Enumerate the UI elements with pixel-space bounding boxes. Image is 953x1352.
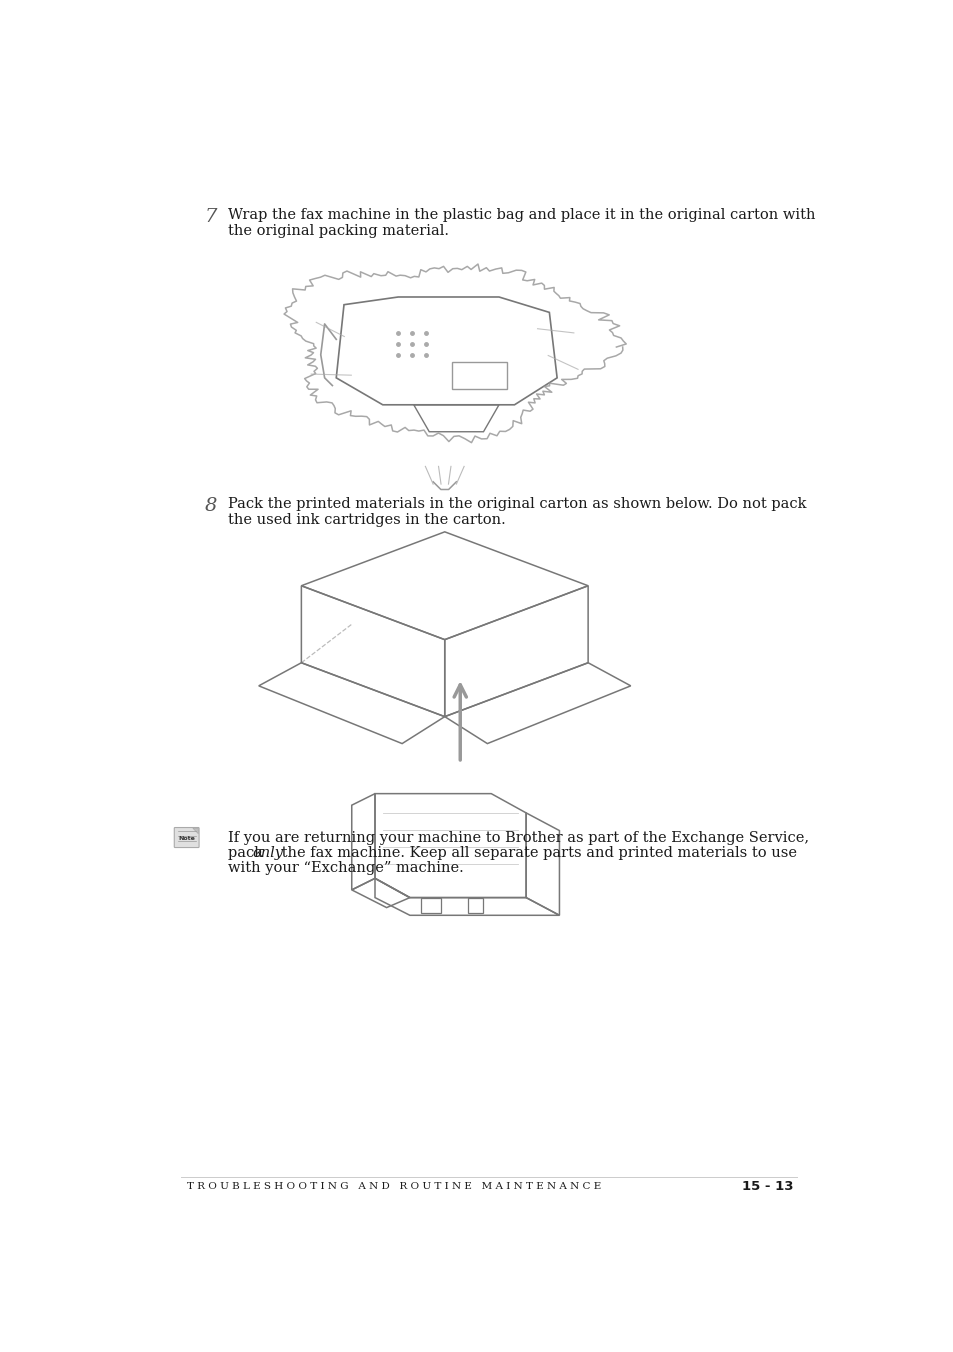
Text: 15 - 13: 15 - 13 [741, 1180, 793, 1192]
Text: pack: pack [228, 846, 267, 860]
Text: Wrap the fax machine in the plastic bag and place it in the original carton with: Wrap the fax machine in the plastic bag … [228, 208, 815, 223]
Text: If you are returning your machine to Brother as part of the Exchange Service,: If you are returning your machine to Bro… [228, 830, 808, 845]
Text: only: only [253, 846, 283, 860]
Text: Note: Note [178, 836, 195, 841]
Text: 7: 7 [204, 208, 216, 226]
Text: the used ink cartridges in the carton.: the used ink cartridges in the carton. [228, 512, 505, 526]
Text: T R O U B L E S H O O T I N G   A N D   R O U T I N E   M A I N T E N A N C E: T R O U B L E S H O O T I N G A N D R O … [187, 1182, 601, 1191]
Text: Pack the printed materials in the original carton as shown below. Do not pack: Pack the printed materials in the origin… [228, 498, 805, 511]
Text: the fax machine. Keep all separate parts and printed materials to use: the fax machine. Keep all separate parts… [277, 846, 797, 860]
Text: 8: 8 [204, 498, 216, 515]
Polygon shape [193, 829, 198, 834]
FancyBboxPatch shape [174, 827, 199, 848]
Text: the original packing material.: the original packing material. [228, 224, 448, 238]
Text: with your “Exchange” machine.: with your “Exchange” machine. [228, 861, 463, 875]
